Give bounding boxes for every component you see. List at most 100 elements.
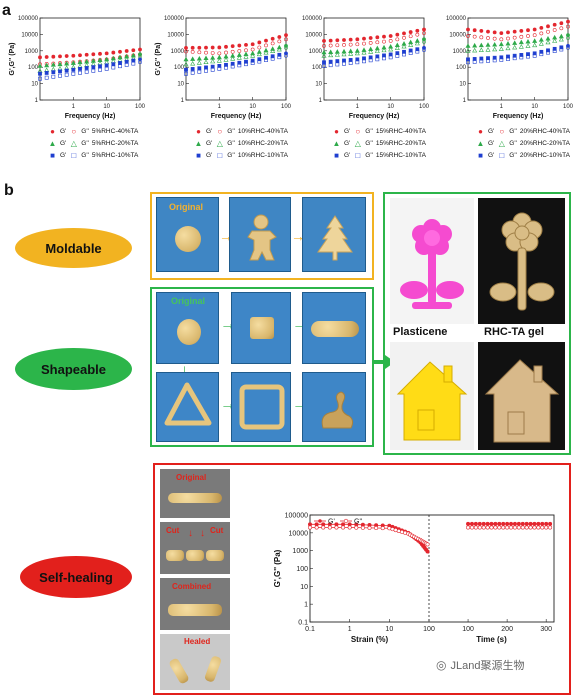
data-point xyxy=(425,542,430,547)
data-point xyxy=(256,51,262,57)
data-point xyxy=(355,57,360,62)
data-point xyxy=(489,525,494,530)
data-point xyxy=(104,51,109,56)
data-point xyxy=(244,62,248,67)
shapeable-frame xyxy=(150,287,374,447)
y-tick-label: 100000 xyxy=(18,16,39,22)
x-tick-label: 1 xyxy=(218,104,222,110)
x-tick-label: 10 xyxy=(103,104,110,110)
data-point xyxy=(204,65,208,70)
sh-combined-photo: Combined xyxy=(160,578,230,630)
data-point xyxy=(501,525,506,530)
data-point xyxy=(539,31,544,36)
data-point xyxy=(520,525,525,530)
data-point xyxy=(408,51,413,55)
data-point xyxy=(380,526,385,531)
data-point xyxy=(57,61,63,67)
panel-a-label: a xyxy=(2,2,11,19)
y-tick-label: 10000 xyxy=(289,530,309,537)
y-tick-label: 1 xyxy=(35,98,39,104)
moldable-arrow-2: → xyxy=(291,228,305,244)
legend-row: ▲ G' △ G'' 20%RHC-20%TA xyxy=(476,138,570,150)
data-point xyxy=(138,60,142,65)
data-point xyxy=(58,54,62,59)
data-point xyxy=(408,48,413,53)
data-point xyxy=(314,525,319,530)
data-point xyxy=(395,53,400,58)
data-point xyxy=(111,62,116,67)
data-point xyxy=(388,46,394,52)
data-point xyxy=(408,39,414,45)
data-point xyxy=(525,38,531,44)
sh-healed-label: Healed xyxy=(184,637,211,646)
legend-text: 10%RHC-40%TA xyxy=(237,128,288,135)
data-point xyxy=(466,57,470,62)
data-point xyxy=(322,43,326,48)
data-point xyxy=(224,65,228,70)
legend-marker-hollow: △ xyxy=(354,139,361,148)
data-point xyxy=(388,39,393,43)
legend-row: ● G' ○ G'' 15%RHC-40%TA xyxy=(332,126,426,138)
data-point xyxy=(210,67,215,72)
data-point xyxy=(51,74,56,79)
data-point xyxy=(250,42,255,47)
data-point xyxy=(472,57,477,61)
data-point xyxy=(270,56,275,61)
rhc-ta-label: RHC-TA gel xyxy=(484,326,544,338)
data-point xyxy=(264,55,268,60)
legend-marker-filled: ● xyxy=(196,127,201,136)
data-point xyxy=(111,50,116,55)
data-point xyxy=(327,525,332,530)
data-point xyxy=(466,521,471,526)
data-point xyxy=(539,52,544,57)
data-point xyxy=(276,46,282,52)
data-point xyxy=(217,66,222,71)
svg-text:G': G' xyxy=(328,519,335,526)
sh-combined-label: Combined xyxy=(172,582,212,591)
data-point xyxy=(388,43,394,49)
data-point xyxy=(348,48,354,54)
data-point xyxy=(230,61,235,66)
cut-arrow-2: ↓ xyxy=(200,528,205,539)
x-axis-label-time: Time (s) xyxy=(476,635,507,644)
data-point xyxy=(361,49,367,55)
shapeable-triangle-photo xyxy=(156,372,219,442)
data-point xyxy=(493,525,498,530)
data-point xyxy=(526,54,530,59)
data-point xyxy=(71,67,76,72)
data-point xyxy=(512,56,517,61)
legend-marker-hollow: ○ xyxy=(355,127,361,136)
legend-marker-filled: ● xyxy=(478,127,483,136)
data-point xyxy=(284,53,288,58)
legend-marker-filled: ■ xyxy=(334,151,339,160)
legend-marker-hollow: △ xyxy=(70,139,77,148)
x-tick-label: 1 xyxy=(72,104,76,110)
data-point xyxy=(64,60,70,66)
data-point xyxy=(401,41,407,46)
data-point xyxy=(559,26,564,31)
legend-gprime: G' xyxy=(60,128,67,135)
data-point xyxy=(118,49,122,54)
data-point xyxy=(528,521,533,526)
data-point xyxy=(473,521,478,526)
data-point xyxy=(486,36,490,40)
data-point xyxy=(539,25,544,30)
data-point xyxy=(422,39,426,44)
data-point xyxy=(341,48,347,54)
data-point xyxy=(472,59,477,64)
data-point xyxy=(402,52,406,57)
data-point xyxy=(257,59,262,64)
data-point xyxy=(395,37,400,42)
data-point xyxy=(98,67,102,72)
legend-gdouble: G'' xyxy=(81,140,89,147)
data-point xyxy=(328,63,333,68)
y-tick-label: 10 xyxy=(177,82,184,88)
data-point xyxy=(388,55,393,60)
data-point xyxy=(270,41,275,46)
sh-original-photo: Original xyxy=(160,469,230,518)
x-tick-label: 10 xyxy=(387,104,394,110)
data-point xyxy=(244,48,248,53)
data-point xyxy=(525,43,531,48)
y-tick-label: 1 xyxy=(319,98,323,104)
data-point xyxy=(355,37,360,42)
